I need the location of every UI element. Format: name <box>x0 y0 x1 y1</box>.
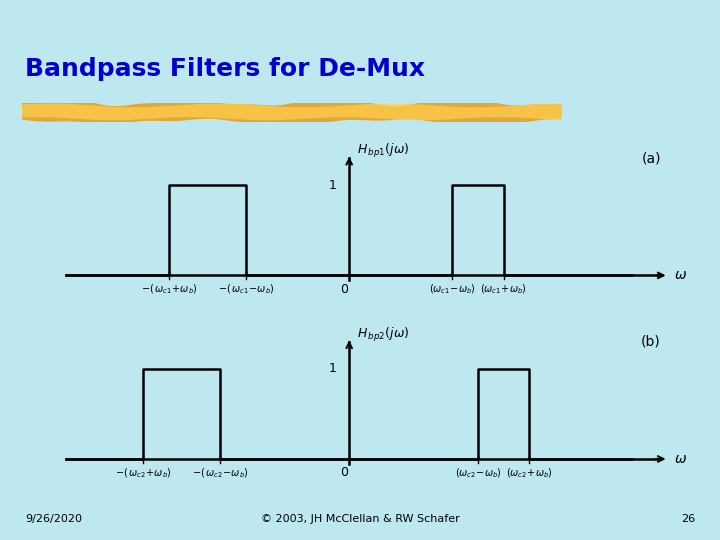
Text: $(\omega_{c1}\!+\!\omega_b)$: $(\omega_{c1}\!+\!\omega_b)$ <box>480 282 527 296</box>
Text: $H_{\,bp1}(j\omega)$: $H_{\,bp1}(j\omega)$ <box>357 142 410 160</box>
Polygon shape <box>22 104 562 120</box>
Text: $-(\,\omega_{c2}\!-\!\omega_b)$: $-(\,\omega_{c2}\!-\!\omega_b)$ <box>192 466 248 480</box>
Polygon shape <box>22 99 562 124</box>
Text: $(\omega_{c2}\!+\!\omega_b)$: $(\omega_{c2}\!+\!\omega_b)$ <box>506 466 553 480</box>
Text: 9/26/2020: 9/26/2020 <box>25 514 82 524</box>
Text: 0: 0 <box>340 466 348 479</box>
Text: $(\omega_{c2}\!-\!\omega_b)$: $(\omega_{c2}\!-\!\omega_b)$ <box>454 466 501 480</box>
Text: $-(\,\omega_{c1}\!+\!\omega_b)$: $-(\,\omega_{c1}\!+\!\omega_b)$ <box>140 282 197 296</box>
Text: $-(\,\omega_{c1}\!-\!\omega_b)$: $-(\,\omega_{c1}\!-\!\omega_b)$ <box>218 282 274 296</box>
Text: 0: 0 <box>340 282 348 295</box>
Text: Bandpass Filters for De-Mux: Bandpass Filters for De-Mux <box>25 57 426 80</box>
Text: 1: 1 <box>328 179 336 192</box>
Text: $-(\,\omega_{c2}\!+\!\omega_b)$: $-(\,\omega_{c2}\!+\!\omega_b)$ <box>114 466 171 480</box>
Text: © 2003, JH McClellan & RW Schafer: © 2003, JH McClellan & RW Schafer <box>261 514 459 524</box>
Text: $H_{\,bp2}(j\omega)$: $H_{\,bp2}(j\omega)$ <box>357 326 410 344</box>
Text: $(\omega_{c1}\!-\!\omega_b)$: $(\omega_{c1}\!-\!\omega_b)$ <box>428 282 476 296</box>
Text: (b): (b) <box>641 335 661 349</box>
Text: 1: 1 <box>328 362 336 375</box>
Text: $\omega$: $\omega$ <box>674 452 687 466</box>
Text: $\omega$: $\omega$ <box>674 268 687 282</box>
Text: 26: 26 <box>680 514 695 524</box>
Text: (a): (a) <box>642 151 661 165</box>
